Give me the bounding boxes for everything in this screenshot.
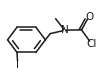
Text: I: I	[16, 60, 19, 70]
Text: N: N	[61, 25, 69, 35]
Text: O: O	[86, 12, 94, 22]
Text: Cl: Cl	[86, 39, 96, 49]
